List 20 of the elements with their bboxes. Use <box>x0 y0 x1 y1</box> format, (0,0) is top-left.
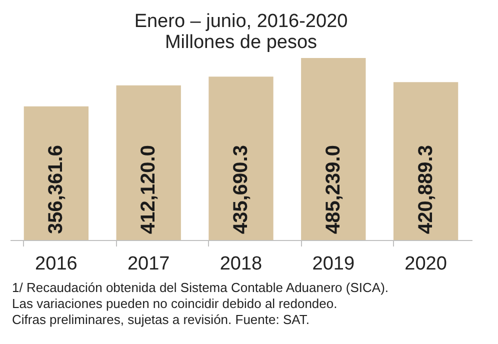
data-label: 420,889.3 <box>414 145 437 234</box>
chart-title: Enero – junio, 2016-2020 <box>134 11 348 32</box>
text: 1/ Recaudación obtenida del Sistema Contable Aduanero (SICA). <box>12 280 389 295</box>
bar <box>301 58 366 240</box>
data-label: 412,120.0 <box>138 145 160 234</box>
text: Cifras preliminares, sujetas a revisión. Fuente: SAT. <box>12 312 310 327</box>
data-label: 435,690.3 <box>230 145 252 234</box>
data-label: 356,361.6 <box>45 145 68 234</box>
bar <box>393 82 458 240</box>
bar <box>116 85 181 240</box>
bar <box>208 76 274 240</box>
data-label: 485,239.0 <box>322 145 344 234</box>
x-tick-label: 2019 <box>312 254 355 274</box>
x-tick-label: 2020 <box>404 254 447 274</box>
x-tick-label: 2018 <box>220 254 262 274</box>
x-tick-label: 2017 <box>127 254 170 274</box>
x-tick-label: 2016 <box>35 254 78 274</box>
bar <box>24 106 89 240</box>
chart-subtitle: Millones de pesos <box>164 32 318 53</box>
text: Las variaciones pueden no coincidir debido al redondeo. <box>12 296 338 311</box>
